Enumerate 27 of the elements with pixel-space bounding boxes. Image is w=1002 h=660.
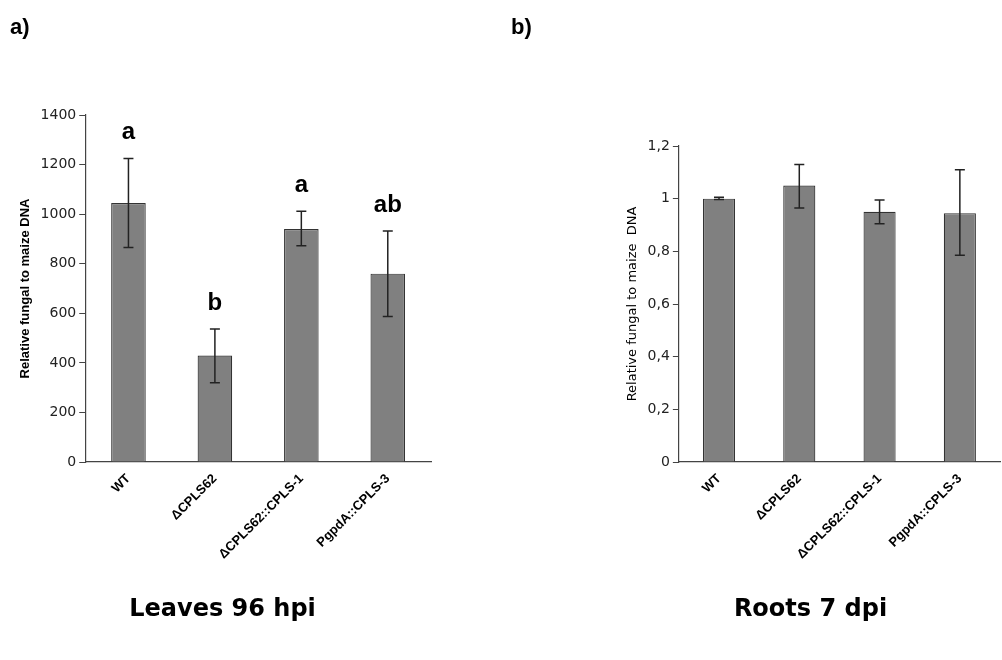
y-tick-label: 0,4 [647, 347, 670, 364]
text: a) [10, 14, 30, 40]
y-axis-title: Relative fungal to maize DNA [17, 197, 33, 379]
y-tick-label: 1000 [40, 204, 77, 221]
y-tick-label: 0,8 [647, 241, 670, 258]
y-tick-label: 1 [660, 189, 670, 206]
annotation: b [207, 287, 223, 315]
text: Roots 7 dpi [733, 593, 888, 622]
annotation: a [121, 117, 136, 144]
y-tick-label: 400 [49, 353, 77, 370]
y-tick-label: 800 [49, 254, 77, 271]
annotation: ab [373, 189, 402, 217]
y-axis-title: Relative fungal to maize DNA [624, 206, 640, 402]
y-tick-label: 600 [49, 303, 77, 320]
y-tick-label: 0 [660, 452, 670, 469]
y-tick-label: 0 [67, 452, 77, 469]
text: Leaves 96 hpi [129, 593, 316, 622]
annotation: a [294, 169, 309, 197]
y-tick-label: 1400 [40, 105, 77, 122]
x-tick-label: WT [698, 470, 724, 496]
text: b) [511, 14, 532, 40]
y-tick-label: 1200 [40, 155, 77, 172]
y-tick-label: 0,2 [647, 399, 670, 416]
y-tick-label: 200 [49, 403, 77, 420]
y-tick-label: 1,2 [647, 136, 670, 153]
y-tick-label: 0,6 [647, 294, 670, 311]
x-tick-label: WT [108, 470, 134, 496]
